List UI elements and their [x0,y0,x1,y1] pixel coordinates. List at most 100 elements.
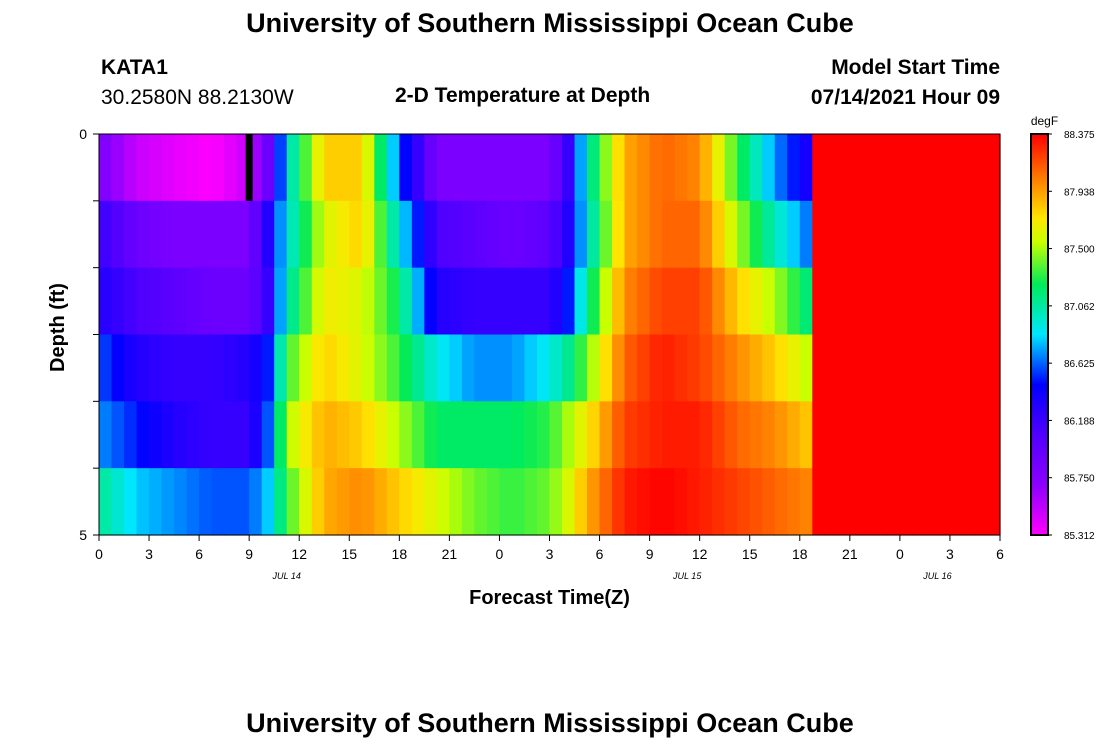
heatmap-cell [749,401,763,469]
heatmap-cell [336,468,350,536]
heatmap-cell [824,401,838,469]
heatmap-cell [912,401,926,469]
heatmap-cell [186,267,200,336]
heatmap-cell [812,134,826,202]
heatmap-cell [887,134,901,202]
heatmap-cell [562,134,576,202]
heatmap-cell [562,334,576,402]
x-tick-label: 0 [896,546,904,562]
heatmap-cell [674,401,688,469]
heatmap-cell [687,334,701,402]
heatmap-cell [286,267,300,336]
heatmap-cell [424,267,438,336]
heatmap-cell [712,267,726,336]
heatmap-cell [211,267,225,336]
heatmap-cell [411,267,425,336]
heatmap-cell [774,401,788,469]
heatmap-cell [224,468,238,536]
heatmap-cell [324,334,338,402]
heatmap-cell [774,468,788,536]
heatmap-cell [662,334,676,402]
heatmap-cell [224,134,238,202]
heatmap-cell [149,401,163,469]
heatmap-cell [311,200,325,269]
heatmap-cell [899,468,913,536]
heatmap-cell [762,401,776,469]
heatmap-cell [224,401,238,469]
heatmap-cell [837,134,851,202]
heatmap-cell [962,468,976,536]
heatmap-cell [837,468,851,536]
heatmap-cell [662,267,676,336]
heatmap-cell [124,401,138,469]
heatmap-cell [374,267,388,336]
heatmap-cell [574,334,588,402]
heatmap-cell [987,267,1001,336]
heatmap-cell [374,334,388,402]
heatmap-cell [486,468,501,536]
heatmap-cell [749,468,763,536]
heatmap-cell [637,267,651,336]
page-title: University of Southern Mississippi Ocean… [246,8,854,38]
heatmap-cell [361,200,375,269]
heatmap-cell [436,267,450,336]
heatmap-cell [887,200,901,269]
heatmap-cell [912,468,926,536]
heatmap-cell [699,401,713,469]
colorbar-tick-label: 88.375 [1064,130,1095,141]
heatmap-cell [574,468,588,536]
heatmap-cell [699,267,713,336]
heatmap-cell [149,134,163,202]
heatmap-cell [724,401,738,469]
heatmap-cell [449,134,463,202]
heatmap-cell [99,134,113,202]
heatmap-cell [211,401,225,469]
heatmap-cell [436,200,450,269]
colorbar-tick-label: 86.188 [1064,416,1095,427]
heatmap-cell [649,267,663,336]
heatmap-cell [737,200,751,269]
heatmap-cell [361,468,375,536]
heatmap-cell [386,134,400,202]
date-label: JUL 15 [672,571,702,581]
heatmap-cell [349,267,363,336]
heatmap-cell [149,334,163,402]
heatmap-cell [574,200,588,269]
heatmap-cell [924,334,939,402]
heatmap-cell [349,334,363,402]
model-start-value: 07/14/2021 Hour 09 [810,86,1000,109]
heatmap-cell [624,468,638,536]
heatmap-cell [574,134,588,202]
heatmap-cell [762,334,776,402]
heatmap-cell [511,200,526,269]
heatmap-cell [99,200,113,269]
heatmap-cell [562,401,576,469]
heatmap-cell [949,334,964,402]
heatmap-cell [236,401,250,469]
heatmap-cell [712,200,726,269]
heatmap-cell [874,267,888,336]
heatmap-cell [812,468,826,536]
heatmap-cell [612,468,626,536]
heatmap-cell [199,334,213,402]
heatmap-cell [199,468,213,536]
heatmap-cell [161,200,175,269]
heatmap-cell [274,267,288,336]
heatmap-cell [361,401,375,469]
heatmap-cell [299,334,313,402]
heatmap-cell [674,200,688,269]
heatmap-cell [624,401,638,469]
heatmap-cell [399,334,413,402]
heatmap-cell [924,200,939,269]
heatmap-cell [261,267,275,336]
x-tick-label: 21 [442,546,458,562]
colorbar: 88.375 87.938 87.500 87.062 86.625 86.188 85.7… [1030,130,1095,542]
heatmap-cell [662,134,676,202]
heatmap-cell [624,200,638,269]
heatmap-cell [286,401,300,469]
heatmap-cell [899,200,913,269]
heatmap-cell [612,267,626,336]
heatmap-cell [411,134,425,202]
heatmap-cell [912,134,926,202]
heatmap-cell [674,267,688,336]
